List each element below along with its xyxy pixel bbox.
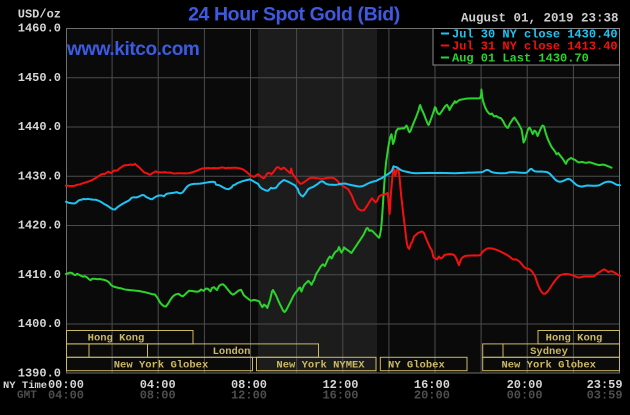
svg-text:USD/oz: USD/oz xyxy=(18,8,61,22)
svg-text:00:00: 00:00 xyxy=(507,389,543,403)
svg-text:Sydney: Sydney xyxy=(530,346,569,358)
svg-text:23:59: 23:59 xyxy=(587,378,623,392)
svg-text:August 01, 2019 23:38: August 01, 2019 23:38 xyxy=(461,12,619,26)
svg-text:12:00: 12:00 xyxy=(322,378,358,392)
svg-text:08:00: 08:00 xyxy=(140,389,176,403)
svg-text:04:00: 04:00 xyxy=(140,378,176,392)
svg-text:Jul 31 NY close 1413.40: Jul 31 NY close 1413.40 xyxy=(452,40,618,54)
svg-text:04:00: 04:00 xyxy=(48,389,84,403)
svg-text:03:59: 03:59 xyxy=(587,389,623,403)
svg-text:1430.0: 1430.0 xyxy=(18,169,61,183)
svg-text:Hong Kong: Hong Kong xyxy=(88,333,145,345)
svg-text:1460.0: 1460.0 xyxy=(18,22,61,36)
svg-text:08:00: 08:00 xyxy=(231,378,267,392)
svg-text:www.kitco.com: www.kitco.com xyxy=(66,39,199,60)
svg-text:16:00: 16:00 xyxy=(414,378,450,392)
svg-text:GMT: GMT xyxy=(17,390,37,402)
svg-text:20:00: 20:00 xyxy=(414,389,450,403)
svg-text:New York Globex: New York Globex xyxy=(501,360,596,372)
svg-text:NY Time: NY Time xyxy=(3,380,47,392)
svg-text:00:00: 00:00 xyxy=(48,378,84,392)
svg-text:New York NYMEX: New York NYMEX xyxy=(276,360,365,372)
svg-text:20:00: 20:00 xyxy=(507,378,543,392)
svg-text:New York Globex: New York Globex xyxy=(114,360,209,372)
svg-text:Aug 01 Last 1430.70: Aug 01 Last 1430.70 xyxy=(452,52,589,66)
svg-text:NY Globex: NY Globex xyxy=(388,360,445,372)
svg-text:London: London xyxy=(213,346,251,358)
svg-text:1440.0: 1440.0 xyxy=(18,120,61,134)
svg-text:1410.0: 1410.0 xyxy=(18,268,61,282)
svg-text:Jul 30 NY close 1430.40: Jul 30 NY close 1430.40 xyxy=(452,28,618,42)
svg-text:24 Hour Spot Gold (Bid): 24 Hour Spot Gold (Bid) xyxy=(188,4,400,26)
svg-text:Hong Kong: Hong Kong xyxy=(546,333,603,345)
svg-text:1450.0: 1450.0 xyxy=(18,71,61,85)
svg-text:1420.0: 1420.0 xyxy=(18,219,61,233)
svg-text:12:00: 12:00 xyxy=(231,389,267,403)
svg-text:16:00: 16:00 xyxy=(322,389,358,403)
svg-text:1390.0: 1390.0 xyxy=(18,366,61,380)
svg-text:1400.0: 1400.0 xyxy=(18,317,61,331)
